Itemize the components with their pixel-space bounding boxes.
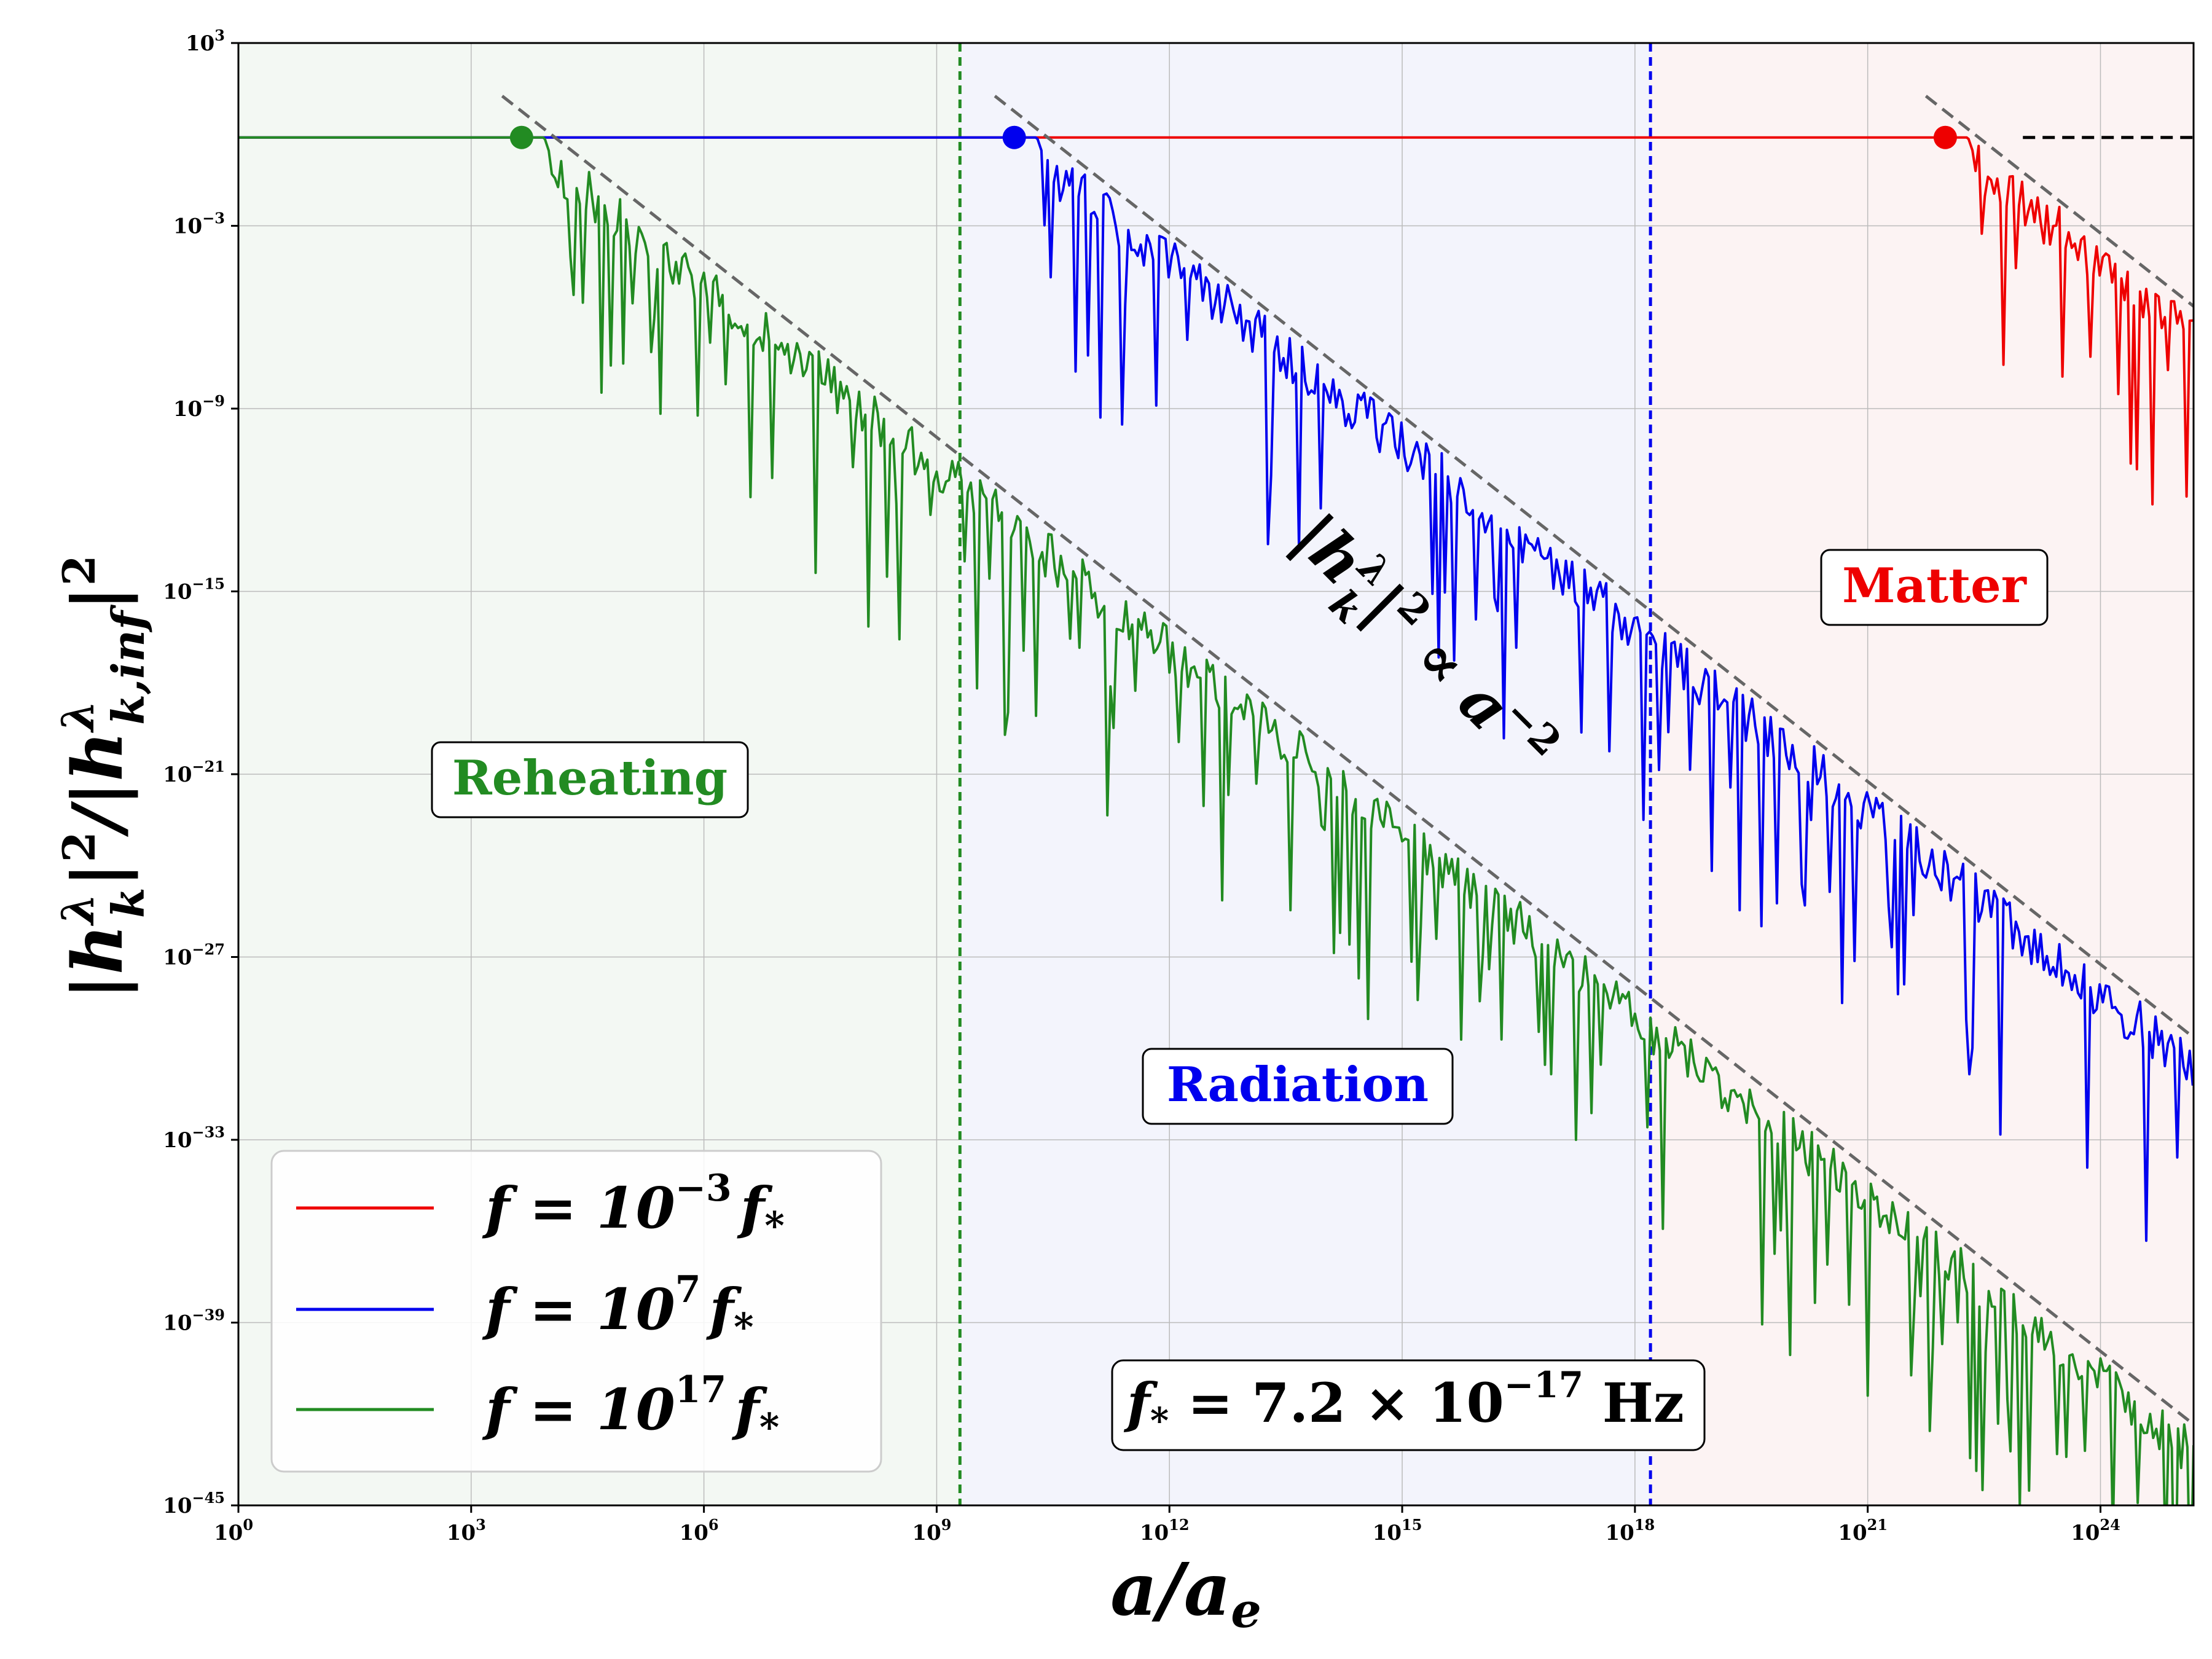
x-tick-label: 1024 — [2071, 1516, 2120, 1545]
y-axis-label: |hλk|2/|hλk,inf|2 — [52, 555, 154, 999]
y-tick-exp: −21 — [192, 758, 225, 775]
horizon-exit-markers — [509, 125, 1957, 149]
x-tick-label: 1015 — [1373, 1516, 1422, 1545]
y-tick-exp: 3 — [214, 26, 225, 44]
y-tick-base: 10 — [186, 31, 214, 56]
asymptote-lines — [501, 95, 2194, 1426]
y-tick-base: 10 — [163, 946, 192, 970]
legend-entry-green: f = 1017 f* — [296, 1368, 779, 1449]
phase-boundaries — [958, 43, 1652, 1505]
region-label-reheating: Reheating — [431, 741, 749, 818]
x-tick-base: 10 — [1838, 1521, 1867, 1545]
x-tick-exp: 3 — [476, 1516, 486, 1534]
horizon-exit-marker — [509, 125, 533, 149]
x-tick-base: 10 — [912, 1521, 941, 1545]
x-tick-exp: 6 — [708, 1516, 719, 1534]
y-tick-base: 10 — [163, 1494, 192, 1518]
x-tick-label: 1012 — [1140, 1516, 1190, 1545]
y-tick-label: 10−3 — [173, 210, 225, 239]
y-tick-exp: −27 — [192, 941, 225, 959]
x-tick-base: 10 — [680, 1521, 708, 1545]
x-axis-label: a/ae — [1110, 1547, 1261, 1639]
x-tick-exp: 12 — [1169, 1516, 1189, 1534]
x-tick-exp: 15 — [1402, 1516, 1422, 1534]
x-tick-exp: 24 — [2100, 1516, 2120, 1534]
y-tick-base: 10 — [163, 1311, 192, 1336]
legend: f = 10−3 f* f = 107 f* f = 1017 f* — [270, 1150, 882, 1473]
y-tick-label: 10−27 — [163, 941, 225, 970]
y-tick-label: 10−33 — [163, 1123, 225, 1153]
y-tick-base: 10 — [173, 214, 202, 239]
axis-ticks: 100 103 106 109 1012 1015 1018 1021 102410310−31… — [163, 26, 2120, 1545]
y-tick-exp: −45 — [192, 1489, 225, 1507]
x-tick-label: 103 — [447, 1516, 486, 1545]
y-tick-exp: −15 — [192, 575, 225, 593]
svg-text:|hλk|2/|hλk,inf|2: |hλk|2/|hλk,inf|2 — [52, 555, 154, 999]
x-axis-label-sub: e — [1231, 1583, 1261, 1639]
horizon-exit-marker — [1933, 125, 1957, 149]
x-tick-label: 109 — [912, 1516, 951, 1545]
legend-entry-blue: f = 107 f* — [296, 1268, 754, 1349]
y-tick-label: 103 — [186, 26, 225, 56]
x-tick-base: 10 — [214, 1521, 243, 1545]
y-tick-base: 10 — [163, 1128, 192, 1153]
x-tick-base: 10 — [1605, 1521, 1634, 1545]
svg-text:Matter: Matter — [1842, 558, 2027, 614]
svg-text:Reheating: Reheating — [452, 750, 728, 806]
x-tick-base: 10 — [447, 1521, 476, 1545]
series-line-green — [238, 136, 2194, 1505]
series-line-red — [238, 136, 2193, 506]
y-tick-base: 10 — [163, 763, 192, 787]
x-axis-label-main: a/a — [1110, 1547, 1231, 1632]
region-label-matter: Matter — [1820, 549, 2049, 626]
y-tick-exp: −33 — [192, 1123, 225, 1141]
x-tick-label: 1021 — [1838, 1516, 1888, 1545]
y-tick-label: 10−39 — [163, 1306, 225, 1336]
y-tick-label: 10−21 — [163, 758, 225, 787]
y-tick-label: 10−15 — [163, 575, 225, 605]
series-lines — [238, 136, 2194, 1505]
x-tick-label: 1018 — [1605, 1516, 1655, 1545]
series-line-blue — [238, 136, 2194, 1242]
y-tick-label: 10−9 — [173, 392, 225, 422]
asymptote-line — [994, 95, 2194, 1039]
y-tick-base: 10 — [163, 580, 192, 605]
x-tick-base: 10 — [1373, 1521, 1402, 1545]
asymptote-line — [1924, 95, 2194, 308]
x-tick-label: 106 — [680, 1516, 719, 1545]
x-tick-base: 10 — [2071, 1521, 2100, 1545]
x-tick-label: 100 — [214, 1516, 253, 1545]
x-tick-base: 10 — [1140, 1521, 1169, 1545]
y-tick-base: 10 — [173, 397, 202, 422]
y-tick-label: 10−45 — [163, 1489, 225, 1518]
x-tick-exp: 0 — [243, 1516, 253, 1534]
y-tick-exp: −9 — [202, 392, 225, 410]
svg-text:f* = 7.2 × 10−17 Hz: f* = 7.2 × 10−17 Hz — [1123, 1364, 1684, 1441]
y-tick-exp: −3 — [202, 210, 225, 227]
horizon-exit-marker — [1002, 125, 1026, 149]
y-tick-exp: −39 — [192, 1306, 225, 1324]
svg-text:Radiation: Radiation — [1167, 1057, 1429, 1113]
x-tick-exp: 21 — [1867, 1516, 1888, 1534]
x-tick-exp: 9 — [941, 1516, 952, 1534]
fstar-box: f* = 7.2 × 10−17 Hz — [1111, 1359, 1706, 1451]
region-label-radiation: Radiation — [1142, 1048, 1454, 1125]
asymptote-line — [501, 95, 2194, 1426]
x-tick-exp: 18 — [1634, 1516, 1655, 1534]
